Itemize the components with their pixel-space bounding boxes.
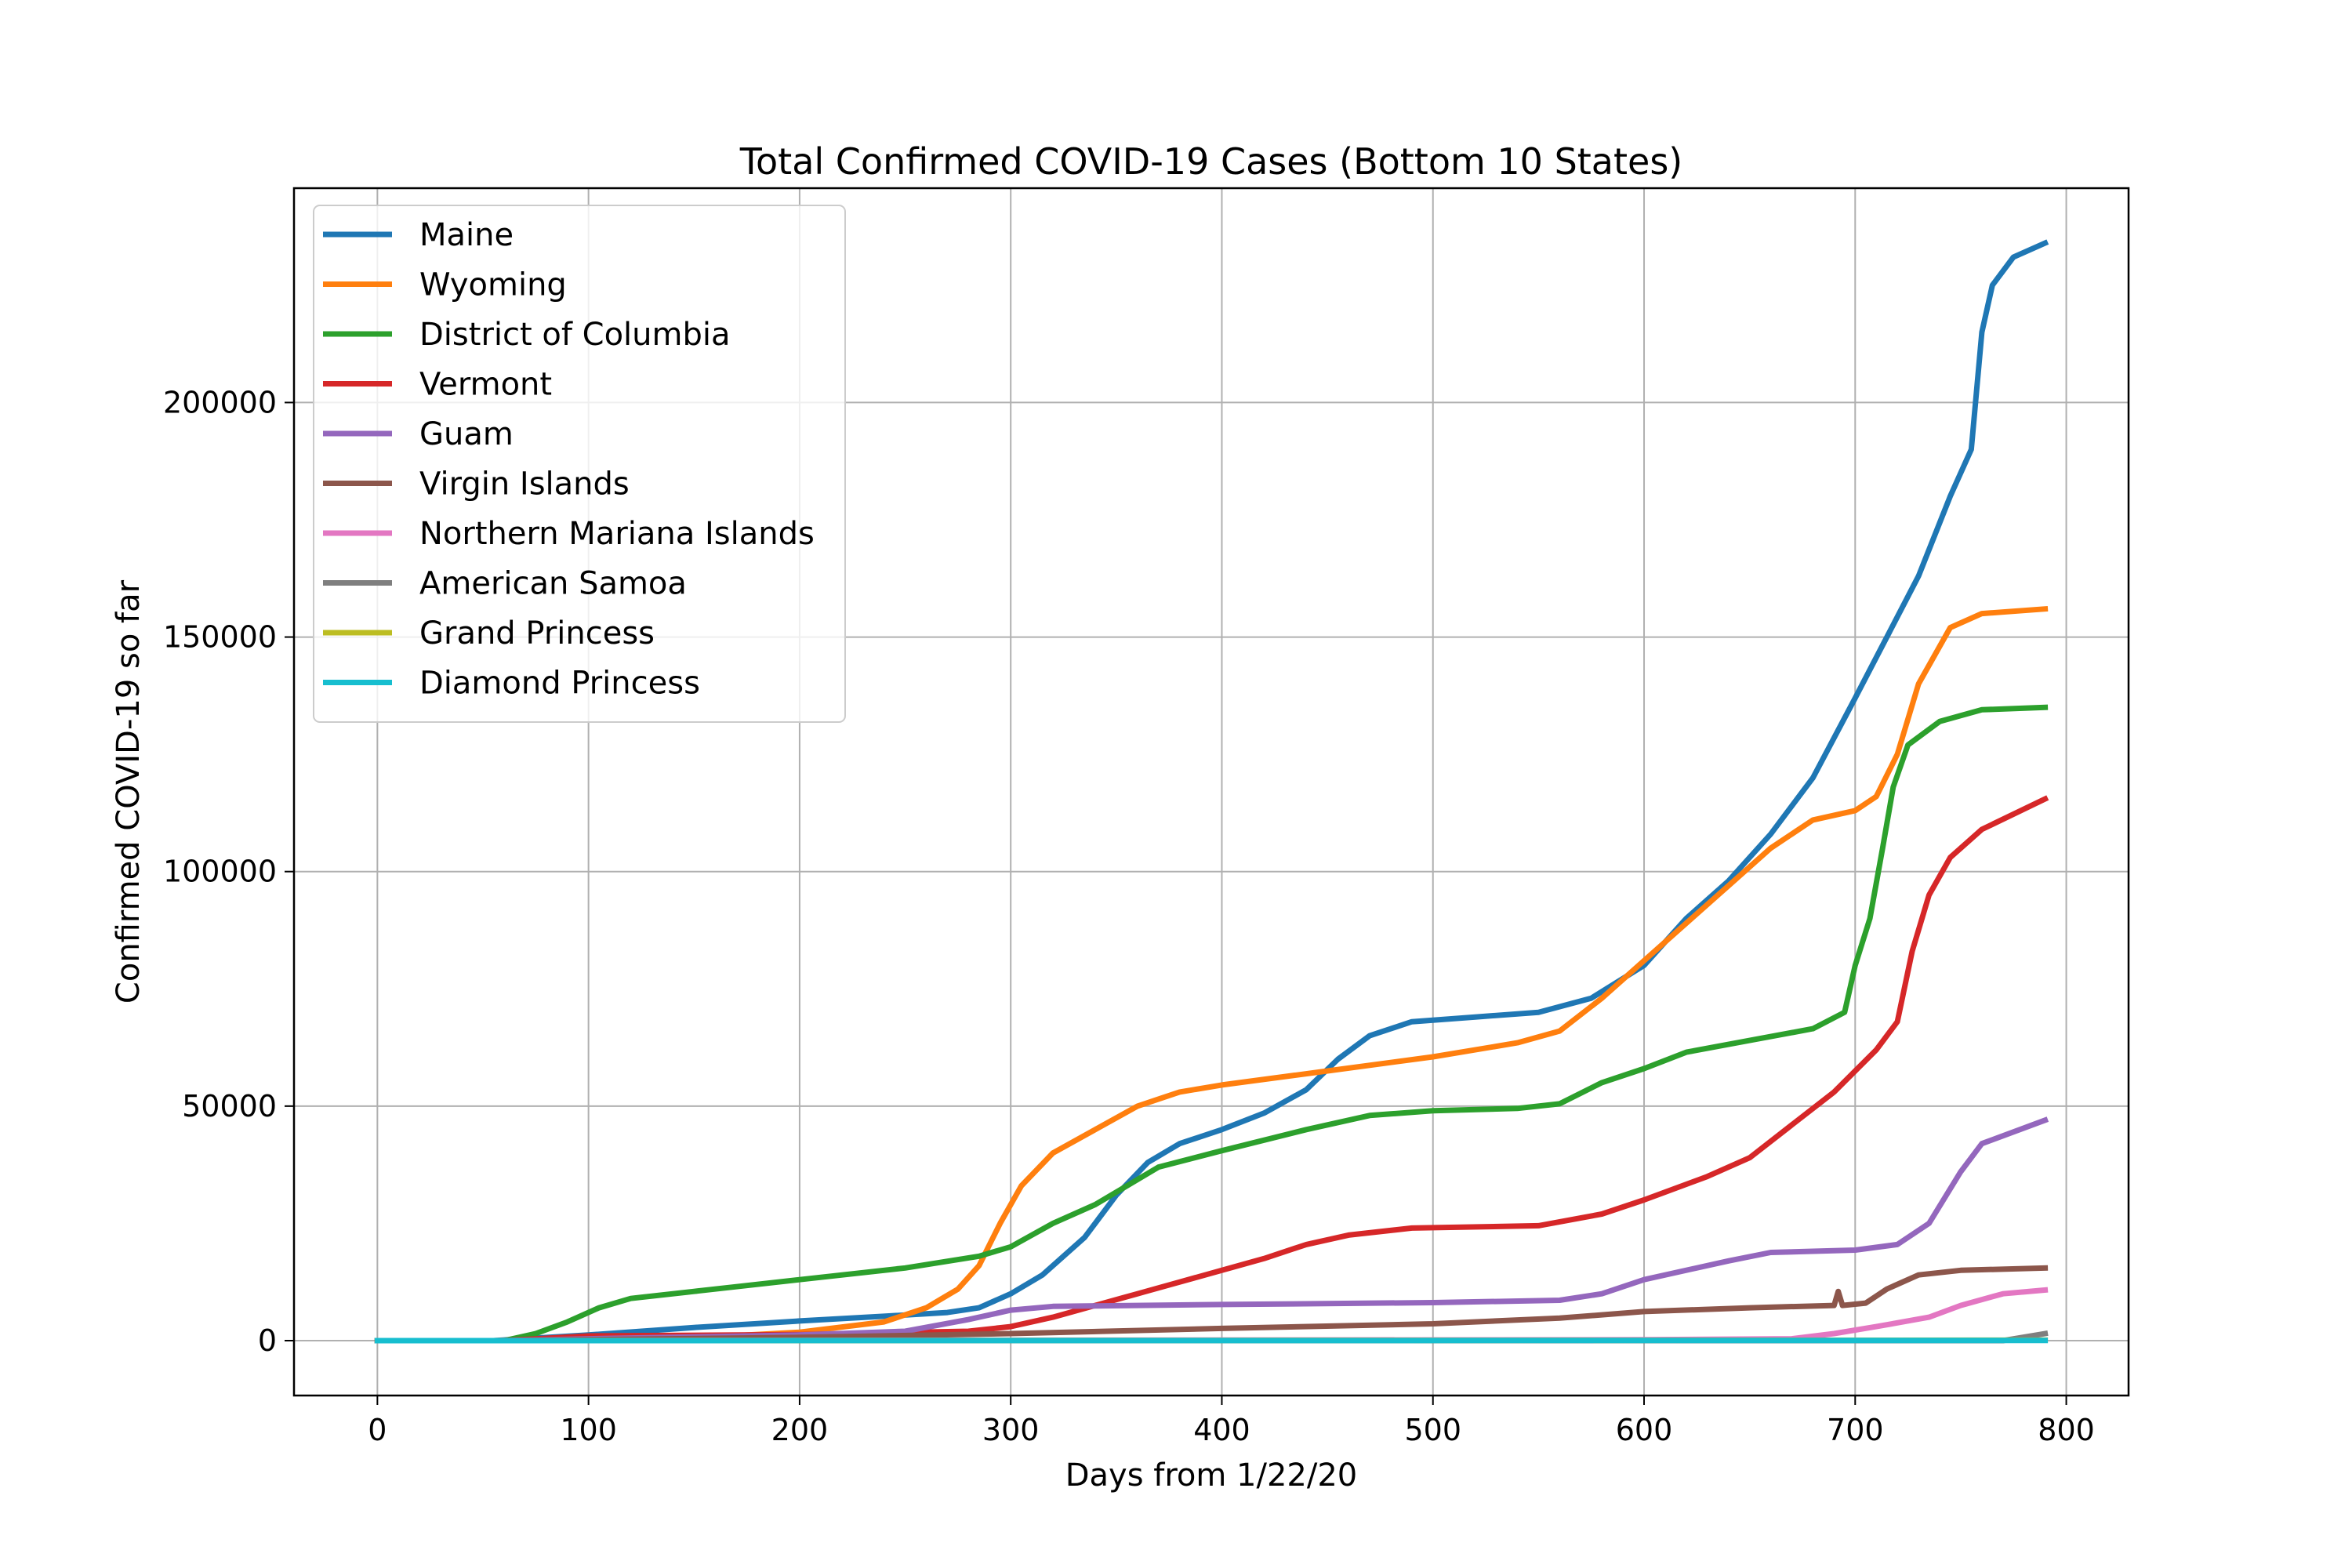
legend-label: Vermont [419, 367, 552, 403]
legend-box [313, 205, 846, 723]
legend-label: Wyoming [419, 267, 567, 303]
legend-label: Grand Princess [419, 615, 655, 652]
series-line-wyoming [374, 605, 2049, 1344]
y-axis-label: Confirmed COVID-19 so far [111, 579, 147, 1004]
y-tick-label: 150000 [163, 620, 277, 655]
plot-area-frame [292, 187, 2130, 1397]
x-tick-label: 700 [1827, 1413, 1884, 1447]
series-lines [374, 239, 2049, 1344]
legend-label: Diamond Princess [419, 666, 700, 702]
legend-label: Maine [419, 217, 514, 253]
legend-label: Guam [419, 416, 514, 452]
legend-label: Virgin Islands [419, 466, 630, 503]
y-tick-label: 0 [258, 1323, 277, 1358]
x-tick-label: 400 [1193, 1413, 1250, 1447]
y-tick-label: 100000 [163, 855, 277, 889]
legend-label: Northern Mariana Islands [419, 516, 815, 552]
y-tick-label: 50000 [182, 1089, 277, 1123]
series-line-virgin-islands [374, 1265, 2049, 1344]
series-line-guam [374, 1116, 2049, 1344]
series-line-vermont [374, 795, 2049, 1344]
series-line-maine [374, 239, 2049, 1344]
legend-label: District of Columbia [419, 317, 731, 353]
series-line-district-of-columbia [374, 704, 2049, 1344]
axis-ticks: 0 100 200 300 400 500 600 700 800 0 50000 100000 150… [163, 385, 2095, 1447]
x-tick-label: 600 [1616, 1413, 1673, 1447]
x-axis-label: Days from 1/22/20 [1065, 1457, 1358, 1494]
x-tick-label: 500 [1404, 1413, 1461, 1447]
x-tick-label: 100 [560, 1413, 617, 1447]
legend: Maine Wyoming District of Columbia Vermont G… [313, 205, 846, 723]
x-tick-label: 800 [2038, 1413, 2095, 1447]
x-tick-label: 200 [771, 1413, 829, 1447]
legend-label: American Samoa [419, 566, 687, 602]
y-tick-label: 200000 [163, 385, 277, 419]
chart-title: Total Confirmed COVID-19 Cases (Bottom 1… [739, 140, 1683, 183]
x-tick-label: 300 [982, 1413, 1040, 1447]
x-tick-label: 0 [368, 1413, 387, 1447]
